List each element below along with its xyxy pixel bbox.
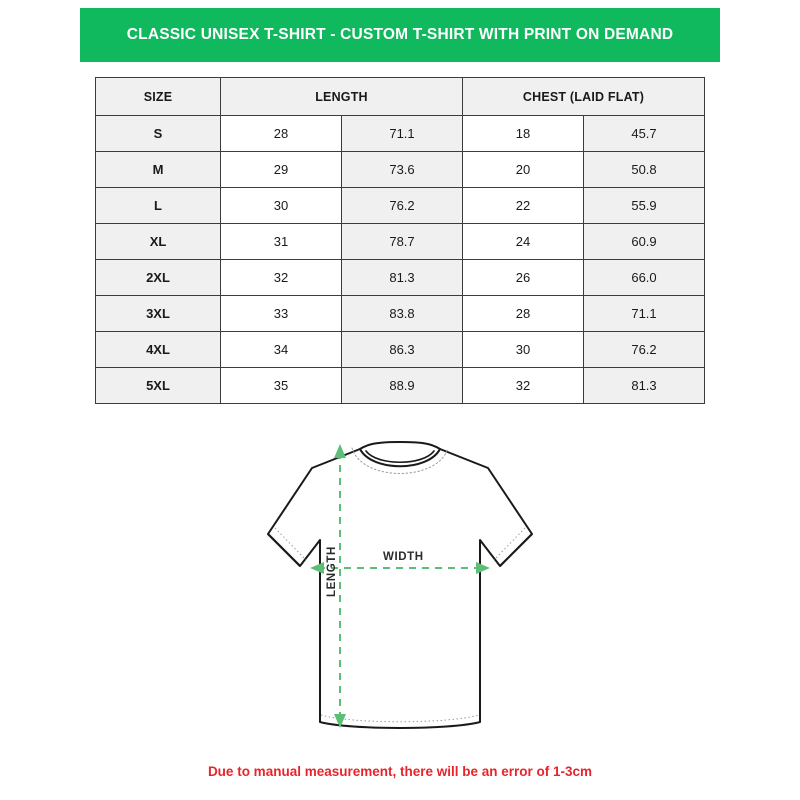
- cell-chest-cm: 81.3: [583, 367, 705, 404]
- cell-length-inches: 34: [220, 331, 342, 368]
- column-header-chest: CHEST (LAID FLAT): [462, 77, 705, 116]
- collar-stitch-line: [351, 447, 449, 474]
- cell-chest-cm: 55.9: [583, 187, 705, 224]
- table-row: S 28 71.1 18 45.7: [95, 115, 705, 152]
- length-arrow-top: [334, 444, 346, 458]
- cell-length-cm: 73.6: [341, 151, 463, 188]
- cell-size: S: [95, 115, 221, 152]
- cell-chest-inches: 26: [462, 259, 584, 296]
- cell-size: M: [95, 151, 221, 188]
- table-row: XL 31 78.7 24 60.9: [95, 223, 705, 260]
- table-header-row: SIZE LENGTH CHEST (LAID FLAT): [95, 77, 705, 116]
- cell-size: 2XL: [95, 259, 221, 296]
- table-row: 5XL 35 88.9 32 81.3: [95, 367, 705, 404]
- page-title: CLASSIC UNISEX T-SHIRT - CUSTOM T-SHIRT …: [126, 26, 674, 43]
- cell-chest-cm: 45.7: [583, 115, 705, 152]
- left-sleeve-stitch: [274, 527, 307, 561]
- table-row: L 30 76.2 22 55.9: [95, 187, 705, 224]
- t-shirt-diagram: [240, 430, 560, 750]
- title-banner: CLASSIC UNISEX T-SHIRT - CUSTOM T-SHIRT …: [80, 8, 720, 62]
- cell-length-cm: 88.9: [341, 367, 463, 404]
- cell-length-inches: 29: [220, 151, 342, 188]
- cell-size: XL: [95, 223, 221, 260]
- width-measurement-label: WIDTH: [383, 551, 424, 563]
- cell-length-inches: 35: [220, 367, 342, 404]
- width-arrow-left: [310, 562, 324, 574]
- cell-chest-inches: 30: [462, 331, 584, 368]
- cell-size: L: [95, 187, 221, 224]
- size-chart-table-container: SIZE LENGTH CHEST (LAID FLAT) S 28 71.1 18 4…: [95, 77, 705, 404]
- t-shirt-illustration: [267, 441, 533, 729]
- cell-length-inches: 31: [220, 223, 342, 260]
- width-arrow-right: [476, 562, 490, 574]
- cell-chest-cm: 71.1: [583, 295, 705, 332]
- length-measurement-label: LENGTH: [326, 546, 338, 597]
- collar-inner-band: [365, 450, 435, 464]
- table-row: 4XL 34 86.3 30 76.2: [95, 331, 705, 368]
- cell-length-inches: 33: [220, 295, 342, 332]
- cell-length-cm: 71.1: [341, 115, 463, 152]
- cell-length-cm: 86.3: [341, 331, 463, 368]
- cell-length-cm: 81.3: [341, 259, 463, 296]
- cell-chest-cm: 76.2: [583, 331, 705, 368]
- table-row: 3XL 33 83.8 28 71.1: [95, 295, 705, 332]
- size-chart-table: SIZE LENGTH CHEST (LAID FLAT) S 28 71.1 18 4…: [95, 77, 705, 404]
- right-sleeve-hem: [499, 533, 533, 567]
- length-arrow-bottom: [334, 714, 346, 728]
- table-row: M 29 73.6 20 50.8: [95, 151, 705, 188]
- column-header-length: LENGTH: [220, 77, 463, 116]
- table-body: S 28 71.1 18 45.7 M 29 73.6 20 50.8 L 30 76.2 22 55.9 X…: [95, 115, 705, 404]
- cell-size: 5XL: [95, 367, 221, 404]
- cell-chest-inches: 28: [462, 295, 584, 332]
- cell-length-cm: 76.2: [341, 187, 463, 224]
- cell-length-cm: 78.7: [341, 223, 463, 260]
- column-header-size: SIZE: [95, 77, 221, 116]
- table-row: 2XL 32 81.3 26 66.0: [95, 259, 705, 296]
- right-sleeve-stitch: [493, 527, 526, 561]
- cell-size: 3XL: [95, 295, 221, 332]
- measurement-disclaimer: Due to manual measurement, there will be…: [207, 764, 593, 779]
- cell-chest-inches: 20: [462, 151, 584, 188]
- table-header: SIZE LENGTH CHEST (LAID FLAT): [95, 77, 705, 116]
- cell-size: 4XL: [95, 331, 221, 368]
- cell-chest-cm: 66.0: [583, 259, 705, 296]
- cell-chest-cm: 60.9: [583, 223, 705, 260]
- cell-length-inches: 32: [220, 259, 342, 296]
- cell-length-inches: 28: [220, 115, 342, 152]
- bottom-hem-stitch: [320, 714, 480, 723]
- collar-outer-curve: [359, 448, 441, 468]
- left-sleeve-hem: [267, 533, 301, 567]
- cell-length-inches: 30: [220, 187, 342, 224]
- cell-chest-inches: 18: [462, 115, 584, 152]
- cell-chest-inches: 32: [462, 367, 584, 404]
- cell-chest-inches: 22: [462, 187, 584, 224]
- shirt-body-outline: [267, 441, 533, 729]
- cell-chest-cm: 50.8: [583, 151, 705, 188]
- cell-chest-inches: 24: [462, 223, 584, 260]
- cell-length-cm: 83.8: [341, 295, 463, 332]
